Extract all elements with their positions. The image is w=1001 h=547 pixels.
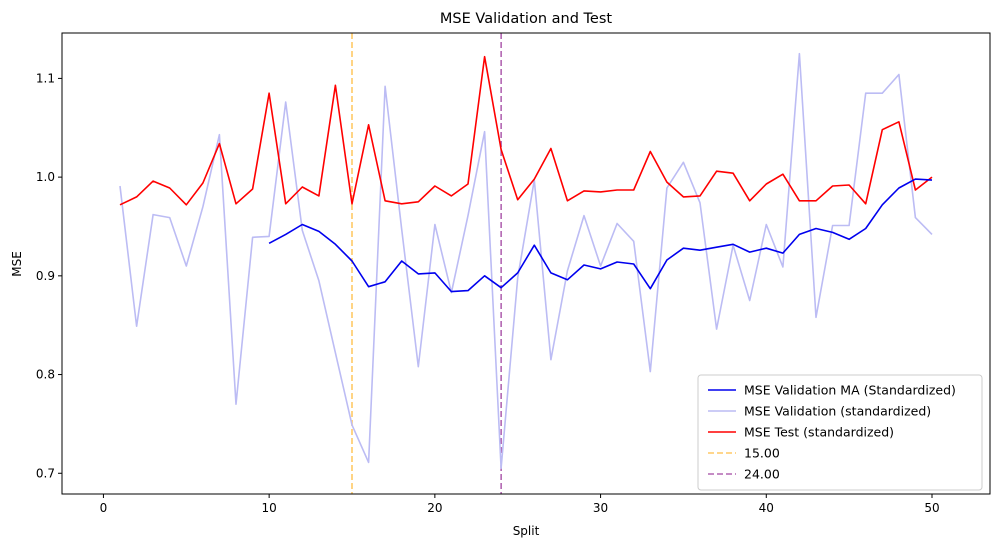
series-line-0: [268, 178, 933, 293]
x-axis-title: Split: [513, 524, 540, 538]
legend-label-1: MSE Validation (standardized): [744, 404, 931, 419]
axes-frame: [61, 32, 991, 495]
legend-label-4: 24.00: [744, 467, 780, 482]
x-tick-label-5: 50: [924, 501, 939, 515]
x-tick-label-3: 30: [593, 501, 608, 515]
y-tick-label-2: 0.9: [36, 269, 55, 283]
y-tick-label-1: 0.8: [36, 368, 55, 382]
y-tick-label-4: 1.1: [36, 71, 55, 85]
x-tick-label-2: 20: [427, 501, 442, 515]
axis-ticks: 0 10 20 30 40 50 0.7 0.8 0.9 1.0 1.1: [36, 71, 940, 515]
legend-box: [697, 374, 983, 491]
legend-label-3: 15.00: [744, 446, 780, 461]
legend: MSE Validation MA (Standardized) MSE Vali…: [697, 374, 983, 491]
legend-label-2: MSE Test (standardized): [744, 425, 894, 440]
y-tick-label-0: 0.7: [36, 466, 55, 480]
series-line-1: [119, 52, 933, 470]
chart-title: MSE Validation and Test: [440, 11, 612, 27]
y-tick-label-3: 1.0: [36, 170, 55, 184]
y-axis-title: MSE: [10, 251, 24, 277]
legend-label-0: MSE Validation MA (Standardized): [744, 383, 956, 398]
x-tick-label-1: 10: [262, 501, 277, 515]
series-line-2: [119, 55, 933, 206]
x-tick-label-0: 0: [100, 501, 108, 515]
plot-area: [119, 33, 933, 494]
x-tick-label-4: 40: [759, 501, 774, 515]
